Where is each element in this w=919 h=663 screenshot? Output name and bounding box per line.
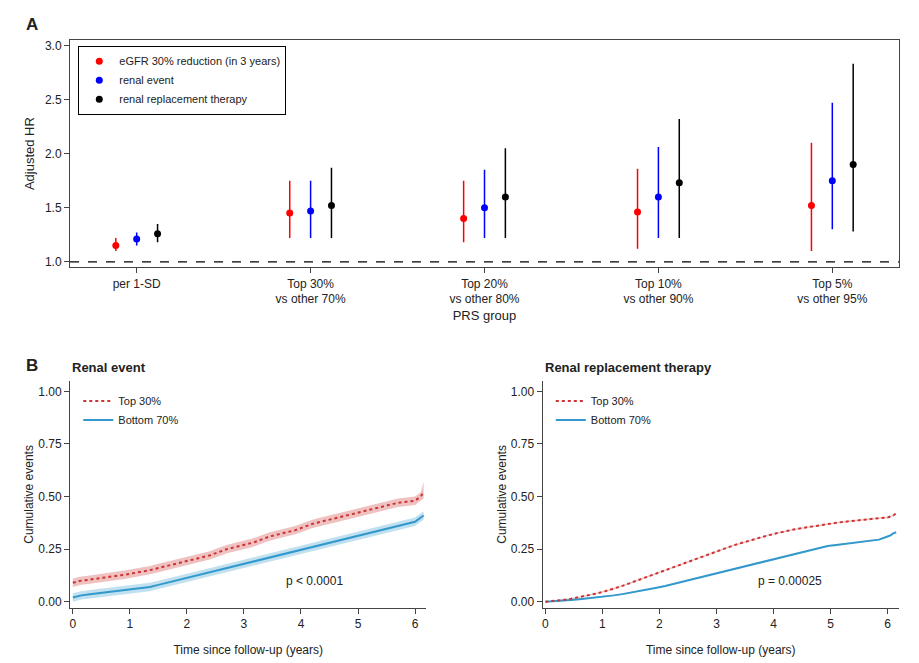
svg-text:1.00: 1.00 <box>38 385 62 399</box>
svg-text:Adjusted HR: Adjusted HR <box>22 117 37 190</box>
svg-text:Renal event: Renal event <box>72 360 146 375</box>
svg-text:2: 2 <box>184 617 191 631</box>
svg-text:1.0: 1.0 <box>45 255 62 269</box>
svg-text:renal replacement therapy: renal replacement therapy <box>119 93 247 105</box>
svg-text:0.25: 0.25 <box>511 542 535 556</box>
svg-text:5: 5 <box>355 617 362 631</box>
svg-text:1.00: 1.00 <box>511 385 535 399</box>
svg-text:6: 6 <box>412 617 419 631</box>
svg-text:eGFR 30% reduction (in 3 years: eGFR 30% reduction (in 3 years) <box>119 55 280 67</box>
svg-text:Top 30%: Top 30% <box>118 395 161 407</box>
svg-text:Cumulative events: Cumulative events <box>22 445 36 544</box>
svg-text:B: B <box>26 356 38 375</box>
svg-text:p = 0.00025: p = 0.00025 <box>758 574 822 588</box>
svg-text:2.5: 2.5 <box>45 93 62 107</box>
svg-text:3: 3 <box>713 617 720 631</box>
svg-text:0.50: 0.50 <box>38 490 62 504</box>
svg-text:Bottom 70%: Bottom 70% <box>591 414 651 426</box>
svg-text:0.25: 0.25 <box>38 542 62 556</box>
svg-text:Top 30%: Top 30% <box>591 395 634 407</box>
svg-text:0: 0 <box>70 617 77 631</box>
svg-text:1: 1 <box>127 617 134 631</box>
svg-text:6: 6 <box>884 617 891 631</box>
svg-text:0.00: 0.00 <box>38 595 62 609</box>
svg-text:2: 2 <box>656 617 663 631</box>
svg-text:Top 30%vs other 70%: Top 30%vs other 70% <box>276 277 346 307</box>
svg-text:Time since follow-up (years): Time since follow-up (years) <box>173 643 323 657</box>
svg-text:renal event: renal event <box>119 74 173 86</box>
svg-text:PRS group: PRS group <box>453 308 517 323</box>
svg-text:Top 5%vs other 95%: Top 5%vs other 95% <box>797 277 867 307</box>
svg-text:Time since follow-up (years): Time since follow-up (years) <box>646 643 796 657</box>
svg-text:p < 0.0001: p < 0.0001 <box>286 574 343 588</box>
svg-text:1.5: 1.5 <box>45 201 62 215</box>
svg-text:4: 4 <box>770 617 777 631</box>
svg-text:per 1-SD: per 1-SD <box>113 277 161 291</box>
svg-text:5: 5 <box>827 617 834 631</box>
svg-text:3: 3 <box>241 617 248 631</box>
svg-text:Renal replacement therapy: Renal replacement therapy <box>545 360 712 375</box>
svg-text:Bottom 70%: Bottom 70% <box>118 414 178 426</box>
svg-text:1: 1 <box>599 617 606 631</box>
svg-text:3.0: 3.0 <box>45 39 62 53</box>
svg-text:0.75: 0.75 <box>38 437 62 451</box>
svg-text:4: 4 <box>298 617 305 631</box>
svg-text:0.00: 0.00 <box>511 595 535 609</box>
svg-text:Top 20%vs other 80%: Top 20%vs other 80% <box>449 277 519 307</box>
svg-text:0.50: 0.50 <box>511 490 535 504</box>
svg-text:0.75: 0.75 <box>511 437 535 451</box>
svg-text:Top 10%vs other 90%: Top 10%vs other 90% <box>623 277 693 307</box>
svg-text:A: A <box>26 15 38 34</box>
svg-text:Cumulative events: Cumulative events <box>495 445 509 544</box>
svg-text:2.0: 2.0 <box>45 147 62 161</box>
svg-text:0: 0 <box>542 617 549 631</box>
